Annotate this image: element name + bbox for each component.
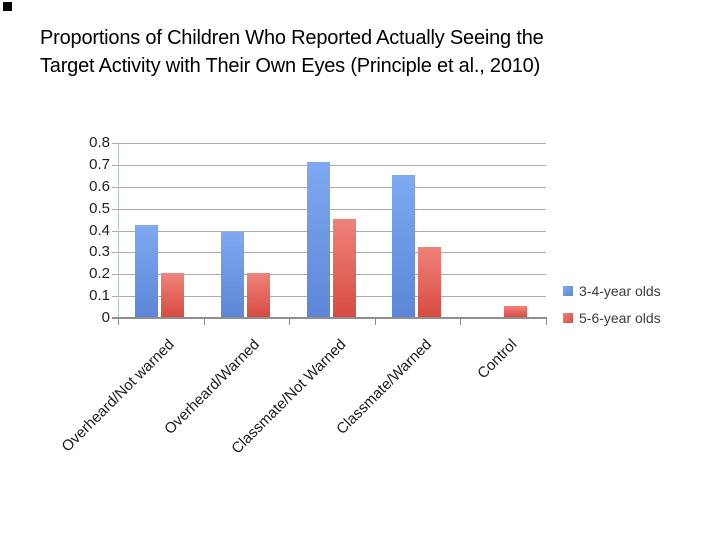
bar-series1 — [306, 161, 330, 317]
slide-title-line-1: Proportions of Children Who Reported Act… — [40, 27, 544, 49]
gridline — [112, 143, 546, 144]
y-axis-tick-label: 0.1 — [89, 287, 110, 305]
y-axis-tick-label: 0.5 — [89, 199, 110, 217]
bar-series2 — [161, 273, 185, 317]
y-axis-tick-label: 0 — [101, 309, 110, 326]
bar-series2 — [332, 218, 356, 317]
category-label: Control — [474, 336, 521, 383]
category-label: Overheard/Not warned — [58, 336, 178, 456]
slide-corner-mark — [3, 2, 12, 11]
x-axis-tick — [289, 319, 291, 325]
legend-swatch — [563, 286, 573, 296]
y-axis-tick-label: 0.6 — [89, 177, 110, 195]
legend-item: 3-4-year olds — [563, 283, 661, 299]
bar-series2 — [418, 247, 442, 317]
x-axis-tick — [546, 319, 547, 325]
category-label: Classmate/Warned — [332, 336, 435, 438]
legend-swatch — [563, 313, 573, 323]
bar-series1 — [135, 225, 159, 317]
y-axis-line — [118, 143, 119, 318]
x-axis-tick — [460, 319, 462, 325]
y-axis-tick-label: 0.8 — [89, 134, 110, 151]
category-label: Overheard/Warned — [161, 336, 264, 438]
legend-label: 3-4-year olds — [579, 283, 661, 299]
x-axis-tick — [118, 319, 119, 325]
legend-item: 5-6-year olds — [563, 310, 661, 326]
y-axis-tick-label: 0.3 — [89, 243, 110, 261]
x-axis-line — [112, 317, 547, 319]
slide-title-line-2: Target Activity with Their Own Eyes (Pri… — [40, 55, 541, 77]
bar-series2 — [246, 273, 270, 317]
y-axis-tick-label: 0.4 — [89, 221, 110, 239]
y-axis-tick-label: 0.2 — [89, 265, 110, 283]
bar-series1 — [392, 174, 416, 317]
x-axis-tick — [374, 319, 376, 325]
bar-series2 — [503, 306, 527, 317]
slide-title: Proportions of Children Who Reported Act… — [40, 24, 544, 80]
bar-series1 — [220, 231, 244, 317]
x-axis-tick — [203, 319, 205, 325]
legend-label: 5-6-year olds — [579, 310, 661, 326]
y-axis-tick-label: 0.7 — [89, 155, 110, 173]
